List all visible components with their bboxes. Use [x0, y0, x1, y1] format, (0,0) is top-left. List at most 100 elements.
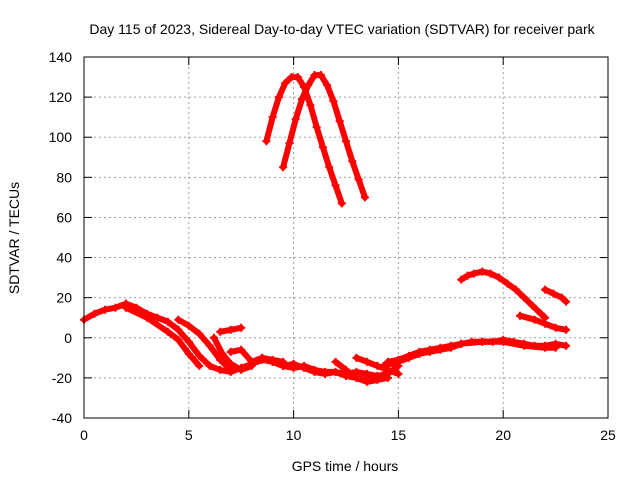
data-point [195, 361, 204, 370]
y-tick-label: 120 [49, 89, 73, 105]
data-point [237, 323, 246, 332]
y-tick-label: 20 [56, 290, 72, 306]
data-point [323, 81, 332, 90]
data-point [281, 79, 290, 88]
data-point [541, 285, 550, 294]
data-point [478, 337, 487, 346]
data-point [354, 175, 363, 184]
data-point [321, 369, 330, 378]
data-point [237, 345, 246, 354]
data-point [331, 367, 340, 376]
data-point [184, 321, 193, 330]
data-point [469, 269, 478, 278]
data-point [184, 337, 193, 346]
data-point [90, 309, 99, 318]
data-point [549, 289, 558, 298]
series-line [280, 72, 368, 201]
data-point [415, 349, 424, 358]
data-point [304, 81, 313, 90]
x-axis-label: GPS time / hours [292, 458, 399, 474]
series-arc-16 [541, 285, 571, 306]
data-point [163, 317, 172, 326]
y-tick-label: 0 [64, 330, 72, 346]
data-point [318, 143, 327, 152]
data-point [216, 355, 225, 364]
data-point [297, 95, 306, 104]
y-tick-label: 60 [56, 209, 72, 225]
data-point [331, 357, 340, 366]
series-arc-12 [352, 353, 403, 378]
data-point [342, 137, 350, 146]
data-point [291, 115, 300, 124]
y-tick-label: 80 [56, 169, 72, 185]
data-point [258, 353, 267, 362]
data-point [362, 377, 371, 386]
data-point [100, 305, 109, 314]
data-point [329, 97, 338, 106]
chart-title: Day 115 of 2023, Sidereal Day-to-day VTE… [89, 21, 595, 37]
data-point [499, 337, 508, 346]
data-point [352, 373, 361, 382]
data-point [274, 93, 283, 102]
data-point [463, 271, 472, 280]
data-point [551, 323, 560, 332]
x-tick-label: 20 [495, 427, 511, 443]
data-point [362, 357, 371, 366]
data-point [316, 71, 325, 80]
data-point [360, 193, 369, 202]
data-point [352, 353, 361, 362]
axis-ticks: 0 5 10 15 20 25 -40 -20 0 20 40 60 80 100 120 140 [49, 49, 616, 443]
series-line [175, 316, 234, 373]
data-point [495, 273, 504, 282]
data-point [541, 319, 550, 328]
data-point [293, 73, 302, 82]
data-point [289, 359, 298, 368]
data-point [342, 365, 350, 374]
data-point [312, 123, 321, 132]
data-point [262, 137, 271, 146]
data-point [394, 369, 403, 378]
data-point [325, 163, 334, 172]
data-point [268, 113, 277, 122]
data-point [205, 341, 214, 350]
data-point [557, 293, 566, 302]
series-line [458, 268, 549, 321]
data-point [300, 363, 309, 372]
series-line [122, 304, 203, 369]
data-point [279, 361, 288, 370]
data-point [174, 325, 183, 334]
data-point [446, 343, 455, 352]
data-point [394, 357, 403, 366]
grid [84, 57, 608, 418]
data-point [216, 327, 225, 336]
data-point [541, 343, 550, 352]
data-point [153, 313, 162, 322]
plot-frame [83, 56, 609, 419]
data-series [80, 71, 571, 386]
data-point [530, 315, 539, 324]
data-point [562, 341, 571, 350]
data-point [515, 311, 524, 320]
data-point [306, 101, 315, 110]
y-axis-label: SDTVAR / TECUs [6, 182, 22, 294]
data-point [486, 269, 495, 278]
data-point [310, 367, 319, 376]
series-line [542, 286, 570, 305]
x-tick-label: 5 [185, 427, 193, 443]
x-tick-label: 0 [80, 427, 88, 443]
data-point [121, 303, 130, 312]
data-point [425, 347, 434, 356]
data-point [383, 373, 392, 382]
y-tick-label: -20 [52, 370, 72, 386]
data-point [226, 347, 235, 356]
series-arc-4 [216, 323, 246, 336]
y-tick-label: 40 [56, 250, 72, 266]
series-arc-11 [331, 357, 392, 386]
data-point [404, 353, 413, 362]
data-point [279, 163, 288, 172]
data-point [551, 343, 560, 352]
data-point [562, 325, 571, 334]
data-point [457, 275, 466, 284]
x-tick-label: 15 [391, 427, 407, 443]
